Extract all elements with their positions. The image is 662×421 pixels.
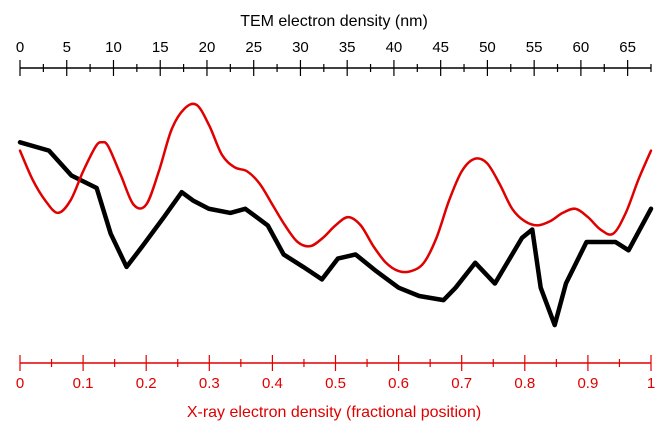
top-tick-label: 45 — [432, 39, 449, 56]
top-tick-label: 10 — [105, 39, 122, 56]
bottom-axis: 0 0.1 0.2 0.3 0.4 0.5 0.6 0.7 0.8 0.9 1 — [16, 355, 655, 392]
top-axis: 0 5 10 15 20 25 30 35 40 45 50 55 60 65 — [16, 39, 652, 76]
bottom-tick-label: 0.6 — [388, 375, 409, 392]
top-tick-label: 0 — [16, 39, 24, 56]
series-line-red — [18, 102, 653, 274]
top-tick-label: 55 — [526, 39, 543, 56]
top-tick-label: 20 — [199, 39, 216, 56]
bottom-tick-label: 0.5 — [325, 375, 346, 392]
bottom-tick-label: 0.4 — [262, 375, 283, 392]
top-tick-label: 5 — [63, 39, 71, 56]
bottom-tick-label: 0.8 — [514, 375, 535, 392]
bottom-tick-label: 0.9 — [577, 375, 598, 392]
top-axis-title: TEM electron density (nm) — [240, 13, 428, 30]
bottom-tick-label: 0.3 — [199, 375, 220, 392]
top-tick-label: 30 — [292, 39, 309, 56]
top-tick-label: 50 — [479, 39, 496, 56]
bottom-tick-label: 0 — [16, 375, 24, 392]
top-tick-label: 35 — [339, 39, 356, 56]
top-tick-label: 40 — [386, 39, 403, 56]
bottom-tick-label: 0.2 — [136, 375, 157, 392]
top-tick-label: 25 — [245, 39, 262, 56]
top-tick-label: 65 — [619, 39, 636, 56]
bottom-tick-label: 1 — [647, 375, 655, 392]
series-layer — [17, 102, 654, 328]
bottom-axis-title: X-ray electron density (fractional posit… — [187, 404, 481, 421]
series-line-black — [17, 140, 654, 328]
bottom-tick-label: 0.7 — [451, 375, 472, 392]
top-tick-label: 60 — [573, 39, 590, 56]
top-tick-label: 15 — [152, 39, 169, 56]
bottom-tick-label: 0.1 — [73, 375, 94, 392]
